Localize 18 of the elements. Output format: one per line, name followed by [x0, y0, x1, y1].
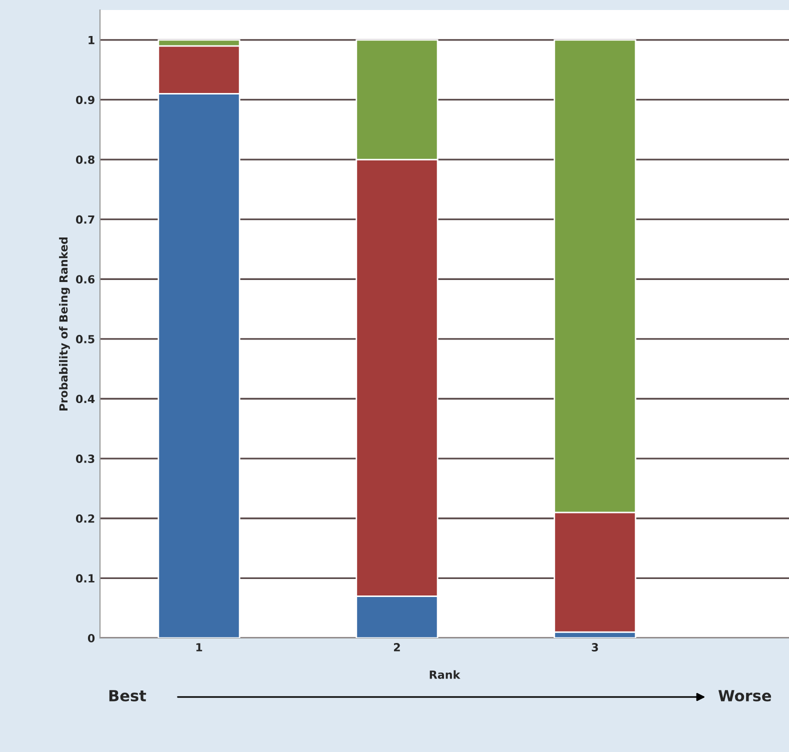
y-tick-label: 0.7 [76, 215, 94, 224]
x-tick-label: 2 [394, 643, 400, 652]
x-tick-label: 1 [196, 643, 202, 652]
y-tick-label: 0.6 [76, 275, 95, 284]
text: Worse [718, 690, 772, 702]
y-tick-label: 0.1 [76, 574, 94, 583]
y-tick-label: 0 [88, 634, 95, 642]
y-tick-label: 1 [88, 36, 94, 44]
y-tick-label: 0.9 [76, 96, 94, 104]
y-tick-label: 0.5 [76, 334, 94, 344]
y-tick-label: 0.8 [76, 156, 94, 164]
y-axis-title: Probability of Being Ranked [59, 237, 70, 410]
y-tick-label: 0.4 [76, 394, 95, 404]
y-tick-label: 0.3 [76, 454, 94, 463]
x-axis-title: Rank [430, 670, 460, 679]
x-tick-label: 3 [592, 643, 598, 652]
text: Best [109, 690, 146, 702]
y-tick-label: 0.2 [76, 514, 94, 523]
